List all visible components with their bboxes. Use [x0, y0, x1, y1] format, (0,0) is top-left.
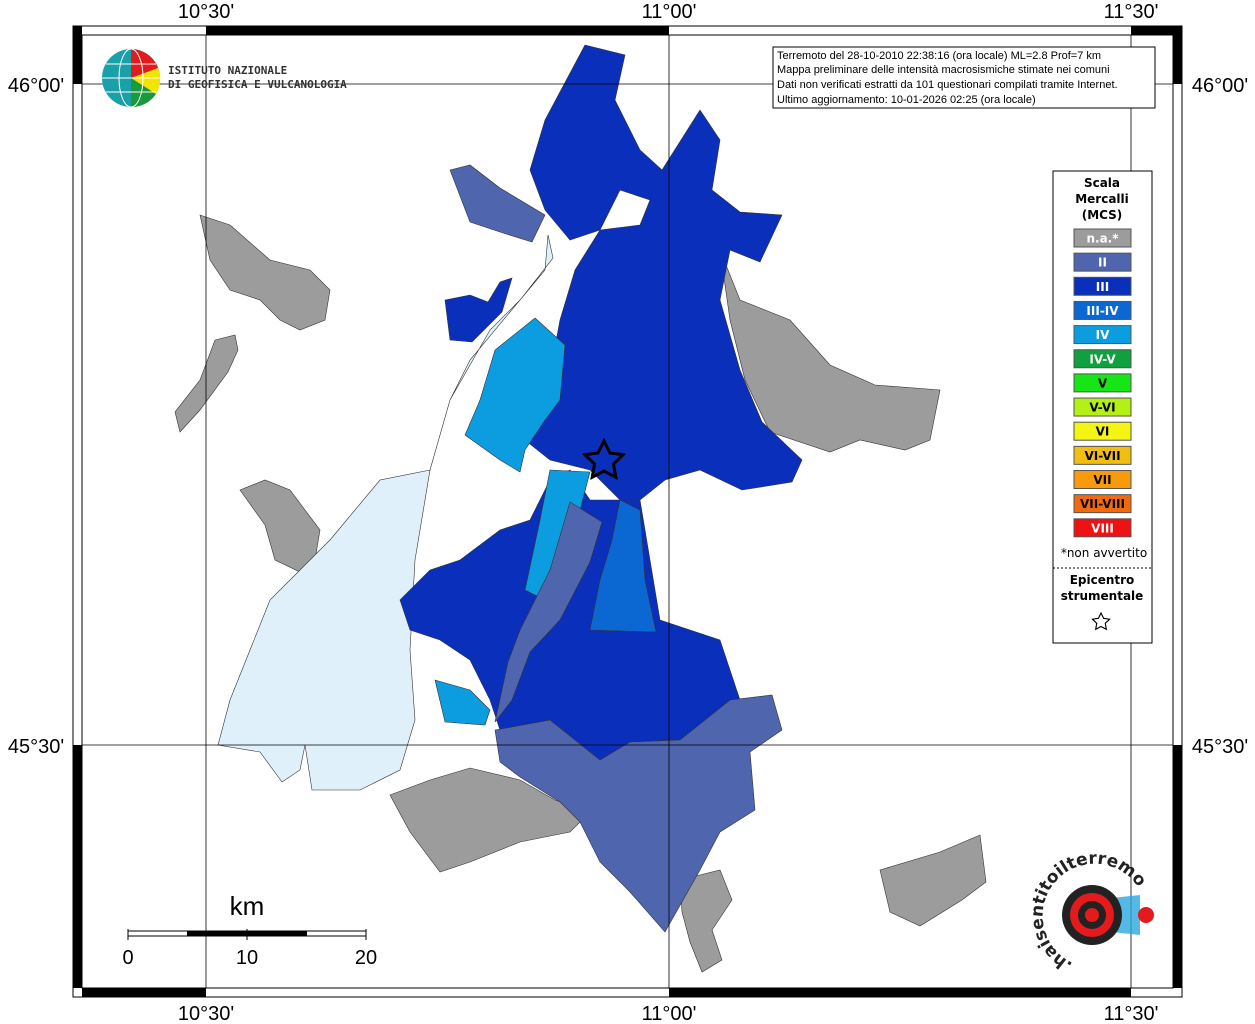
legend-label: V-VI — [1089, 401, 1115, 415]
regions — [174, 44, 987, 973]
scale-segment — [246, 930, 307, 937]
region — [434, 679, 491, 726]
legend-swatch — [1073, 325, 1132, 345]
legend-swatch — [1073, 518, 1132, 538]
legend-label: n.a.* — [1086, 232, 1119, 246]
region — [444, 277, 513, 343]
legend-swatch — [1073, 445, 1132, 465]
lon-label: 11°30' — [1104, 1, 1159, 23]
legend-swatch — [1073, 470, 1132, 489]
legend-swatch — [1073, 494, 1132, 514]
legend-title: Mercalli — [1075, 192, 1129, 206]
scale-tick-label: 20 — [355, 947, 377, 969]
legend-swatch — [1073, 252, 1132, 272]
info-box — [772, 46, 1156, 109]
region — [879, 834, 987, 927]
region — [589, 499, 657, 633]
info-line: Mappa preliminare delle intensità macros… — [777, 64, 1110, 76]
legend-swatch — [1073, 300, 1132, 320]
region — [679, 869, 733, 973]
lon-label: 11°00' — [642, 1003, 697, 1024]
legend-epicenter: Epicentro — [1070, 573, 1135, 587]
legend-label: III-IV — [1086, 304, 1119, 318]
scale-tick-label: 10 — [236, 947, 258, 969]
epicenter-star — [581, 437, 627, 480]
region — [719, 249, 941, 453]
lat-label: 45°30' — [8, 736, 64, 758]
scale-segment — [187, 930, 248, 937]
legend-swatch — [1073, 276, 1132, 296]
info-line: Ultimo aggiornamento: 10-01-2026 02:25 (… — [777, 94, 1036, 106]
legend-label: VI-VII — [1084, 449, 1120, 463]
lake-garda — [217, 234, 554, 791]
legend-swatch — [1073, 373, 1132, 393]
scale-tick-label: 0 — [122, 947, 133, 969]
legend-label: II — [1098, 256, 1107, 270]
legend: Scala Mercalli (MCS) *non avvertito Epic… — [1052, 170, 1153, 644]
legend-title: Scala — [1084, 176, 1120, 190]
legend-label: VIII — [1091, 521, 1114, 535]
legend-label: VII-VIII — [1080, 497, 1125, 511]
info-line: Dati non verificati estratti da 101 ques… — [777, 79, 1118, 91]
info-line: Terremoto del 28-10-2010 22:38:16 (ora l… — [777, 50, 1101, 62]
lat-label: 45°30' — [1192, 736, 1248, 758]
region — [464, 317, 566, 473]
lon-label: 11°30' — [1104, 1003, 1159, 1024]
ingv-logo: ISTITUTO NAZIONALE DI GEOFISICA E VULCAN… — [102, 48, 347, 108]
region — [199, 214, 331, 331]
legend-title: (MCS) — [1082, 208, 1123, 222]
region — [174, 334, 239, 433]
region — [524, 44, 803, 501]
legend-epicenter: strumentale — [1061, 589, 1144, 603]
scale-bar: km 0 10 20 — [122, 891, 377, 969]
legend-swatch — [1073, 421, 1132, 441]
institute-line: ISTITUTO NAZIONALE — [168, 64, 287, 77]
lon-label: 10°30' — [178, 1, 234, 23]
scale-segment — [306, 930, 367, 937]
region — [494, 501, 603, 723]
region — [449, 164, 546, 243]
lon-label: 11°00' — [642, 1, 697, 23]
frame-bars — [73, 26, 1182, 997]
legend-label: III — [1096, 280, 1109, 294]
legend-label: VI — [1096, 425, 1110, 439]
legend-swatch — [1073, 349, 1132, 369]
institute-line: DI GEOFISICA E VULCANOLOGIA — [168, 78, 347, 91]
legend-label: IV-V — [1089, 352, 1116, 366]
legend-note: *non avvertito — [1061, 546, 1147, 560]
legend-swatch — [1073, 397, 1132, 417]
lat-label: 46°00' — [1192, 75, 1248, 97]
scale-unit: km — [230, 891, 265, 921]
region — [494, 694, 783, 933]
scale-segment — [127, 930, 188, 937]
legend-label: IV — [1096, 328, 1110, 342]
legend-label: V — [1098, 376, 1108, 390]
lat-label: 46°00' — [8, 75, 64, 97]
legend-label: VII — [1093, 473, 1111, 487]
legend-swatch — [1073, 228, 1132, 248]
lon-label: 10°30' — [178, 1003, 234, 1024]
